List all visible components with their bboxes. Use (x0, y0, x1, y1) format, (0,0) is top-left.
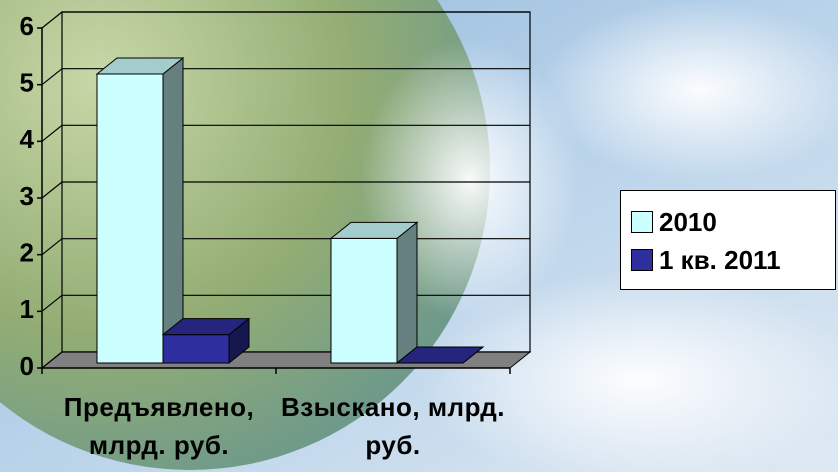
y-tick-label: 4 (20, 124, 35, 154)
grid-line (41, 68, 530, 86)
bar-top (95, 57, 185, 75)
grid-line (41, 11, 530, 29)
y-tick-label: 1 (20, 294, 34, 324)
x-tick-label: Предъявлено, млрд. руб. (63, 392, 255, 460)
grid-line (41, 124, 530, 142)
bar-side (396, 221, 418, 365)
y-tick-label: 5 (20, 68, 34, 98)
bar-side (162, 56, 184, 365)
cloud (420, 270, 838, 472)
y-tick-label: 0 (20, 351, 34, 381)
legend-entry: 1 кв. 2011 (631, 243, 781, 277)
bar (330, 237, 398, 364)
bar (96, 73, 164, 364)
bar-top (161, 318, 251, 336)
legend-label: 1 кв. 2011 (659, 244, 781, 275)
y-tick-label: 2 (20, 238, 34, 268)
plot-area: 0 1 2 3 4 5 6 (20, 11, 532, 381)
legend: 2010 1 кв. 2011 (620, 190, 836, 290)
y-tick-label: 3 (20, 181, 34, 211)
grid-line (41, 181, 530, 199)
cloud (540, 0, 838, 180)
legend-swatch (631, 249, 653, 271)
bar-top (329, 221, 419, 239)
bar-top (395, 346, 485, 364)
x-tick-label: Взыскано, млрд. руб. (280, 392, 506, 460)
legend-label: 2010 (659, 206, 717, 237)
y-tick-label: 6 (20, 11, 34, 41)
legend-entry: 2010 (631, 205, 717, 239)
bar (162, 334, 230, 364)
legend-swatch (631, 211, 653, 233)
